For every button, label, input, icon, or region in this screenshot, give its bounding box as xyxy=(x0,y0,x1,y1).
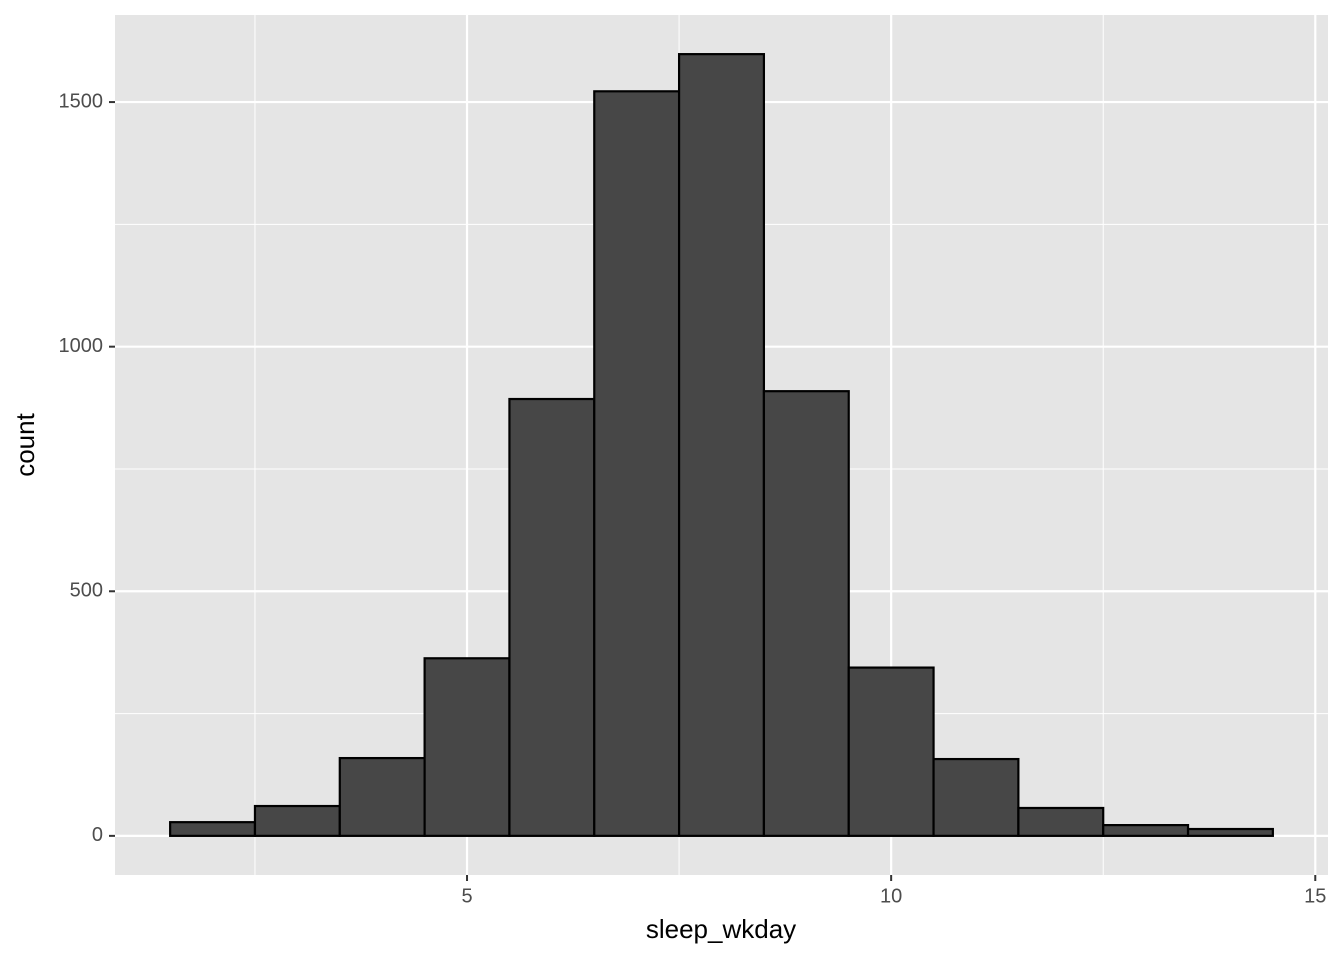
x-axis-title: sleep_wkday xyxy=(646,914,796,944)
bar xyxy=(1186,827,1274,837)
bar xyxy=(1017,806,1105,837)
bar xyxy=(1102,824,1190,837)
bar xyxy=(932,757,1020,837)
bar xyxy=(253,804,341,837)
bar xyxy=(508,397,596,837)
bar xyxy=(169,821,257,837)
y-tick-label: 0 xyxy=(92,824,103,846)
y-tick-label: 1000 xyxy=(59,335,104,357)
bar xyxy=(762,390,850,837)
bar xyxy=(677,53,766,837)
bar xyxy=(423,657,511,837)
x-tick-label: 10 xyxy=(880,885,902,907)
x-tick-label: 5 xyxy=(461,885,472,907)
y-tick-label: 1500 xyxy=(59,90,104,112)
bar xyxy=(847,666,935,837)
x-tick-label: 15 xyxy=(1304,885,1326,907)
bar xyxy=(338,756,426,837)
y-axis-title: count xyxy=(10,412,40,476)
bar xyxy=(593,90,681,837)
y-tick-label: 500 xyxy=(70,580,103,602)
